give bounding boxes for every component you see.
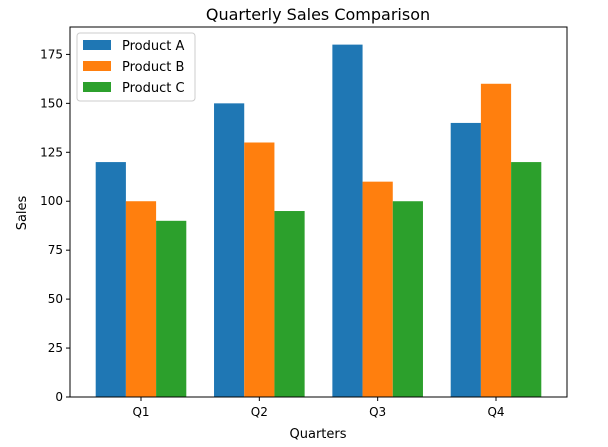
bar-product-a-q2 (214, 103, 245, 397)
y-tick-label: 150 (40, 96, 63, 110)
legend-swatch-product-c (83, 82, 111, 92)
y-tick-label: 100 (40, 194, 63, 208)
bar-product-c-q3 (392, 201, 423, 397)
y-tick-label: 0 (55, 390, 63, 404)
y-tick-label: 50 (48, 292, 63, 306)
bar-product-c-q4 (511, 162, 542, 397)
bar-product-b-q2 (244, 142, 275, 397)
x-tick-label: Q1 (132, 405, 149, 419)
plot-area (95, 44, 542, 398)
bar-product-c-q2 (274, 211, 305, 397)
legend-label: Product B (122, 60, 184, 75)
legend: Product A Product B Product C (76, 32, 196, 102)
y-tick-label: 25 (48, 341, 63, 355)
bar-product-a-q4 (450, 122, 481, 398)
axes-frame (69, 26, 568, 398)
chart-title: Quarterly Sales Comparison (206, 5, 430, 24)
x-tick-label: Q4 (487, 405, 504, 419)
legend-label: Product A (122, 39, 184, 54)
bar-product-b-q4 (480, 83, 512, 398)
bar-product-a-q3 (332, 44, 363, 398)
legend-swatch-product-a (83, 40, 111, 50)
y-tick-label: 175 (40, 47, 63, 61)
bar-product-c-q1 (156, 220, 187, 397)
x-tick-label: Q2 (251, 405, 268, 419)
bar-product-b-q1 (125, 201, 157, 397)
x-tick-label: Q3 (369, 405, 386, 419)
bar-product-b-q3 (362, 181, 393, 397)
legend-swatch-product-b (83, 61, 111, 71)
x-axis-title: Quarters (290, 427, 347, 442)
bar-product-a-q1 (95, 162, 126, 397)
y-axis-title: Sales (15, 195, 30, 230)
legend-label: Product C (122, 81, 185, 96)
y-tick-label: 75 (48, 243, 63, 257)
y-tick-label: 125 (40, 145, 63, 159)
axes: 0 25 50 75 100 125 150 175 Q1 Q2 Q3 Q4 (40, 26, 568, 419)
